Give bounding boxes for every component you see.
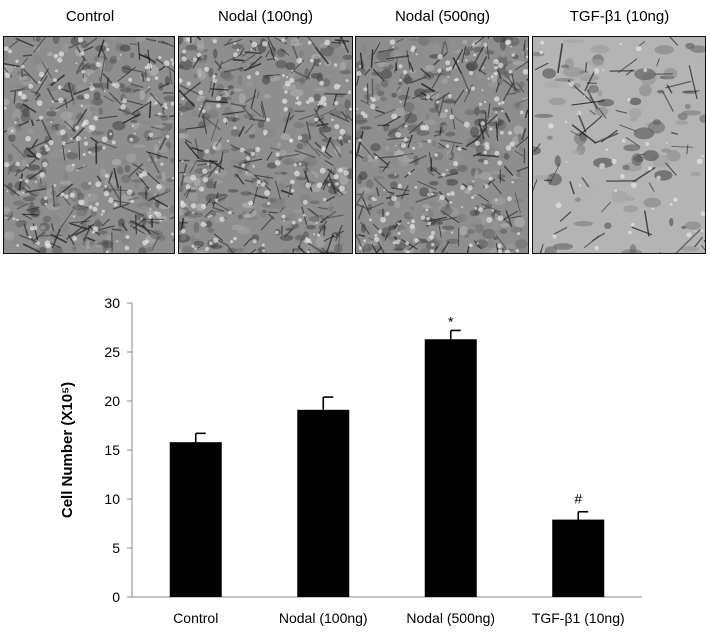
micrograph-tgf bbox=[532, 36, 706, 254]
y-tick-label: 15 bbox=[104, 442, 120, 458]
micrograph-image bbox=[356, 37, 528, 253]
x-category-label: Control bbox=[173, 610, 218, 626]
bar bbox=[552, 519, 605, 597]
micrograph-nodal-500 bbox=[355, 36, 529, 254]
y-axis-label: Cell Number (X10⁵) bbox=[59, 382, 76, 518]
y-tick-label: 20 bbox=[104, 393, 120, 409]
y-tick-label: 25 bbox=[104, 344, 120, 360]
x-category-label: TGF-β1 (10ng) bbox=[532, 610, 625, 626]
bar-chart: Cell Number (X10⁵) 0 5 10 15 20 25 30 Control No… bbox=[59, 295, 642, 626]
bar bbox=[169, 442, 222, 597]
x-category-label: Nodal (100ng) bbox=[279, 610, 368, 626]
panel-label-tgf: TGF-β1 (10ng) bbox=[569, 8, 670, 25]
significance-marker: # bbox=[574, 491, 582, 507]
x-category-label: Nodal (500ng) bbox=[406, 610, 495, 626]
micrograph-image bbox=[179, 37, 352, 253]
bar bbox=[297, 409, 350, 597]
significance-marker: * bbox=[448, 313, 454, 329]
micrograph-nodal-100 bbox=[178, 36, 353, 254]
y-tick-label: 5 bbox=[112, 540, 120, 556]
y-tick-label: 0 bbox=[112, 589, 120, 605]
micrograph-image bbox=[533, 37, 705, 253]
micrograph-image bbox=[4, 37, 174, 253]
panel-label-nodal-500: Nodal (500ng) bbox=[394, 8, 491, 25]
micrograph-control bbox=[3, 36, 175, 254]
panel-label-control: Control bbox=[65, 8, 115, 25]
y-tick-label: 10 bbox=[104, 491, 120, 507]
panel-label-nodal-100: Nodal (100ng) bbox=[217, 8, 314, 25]
y-tick-label: 30 bbox=[104, 295, 120, 311]
bar bbox=[424, 339, 477, 597]
